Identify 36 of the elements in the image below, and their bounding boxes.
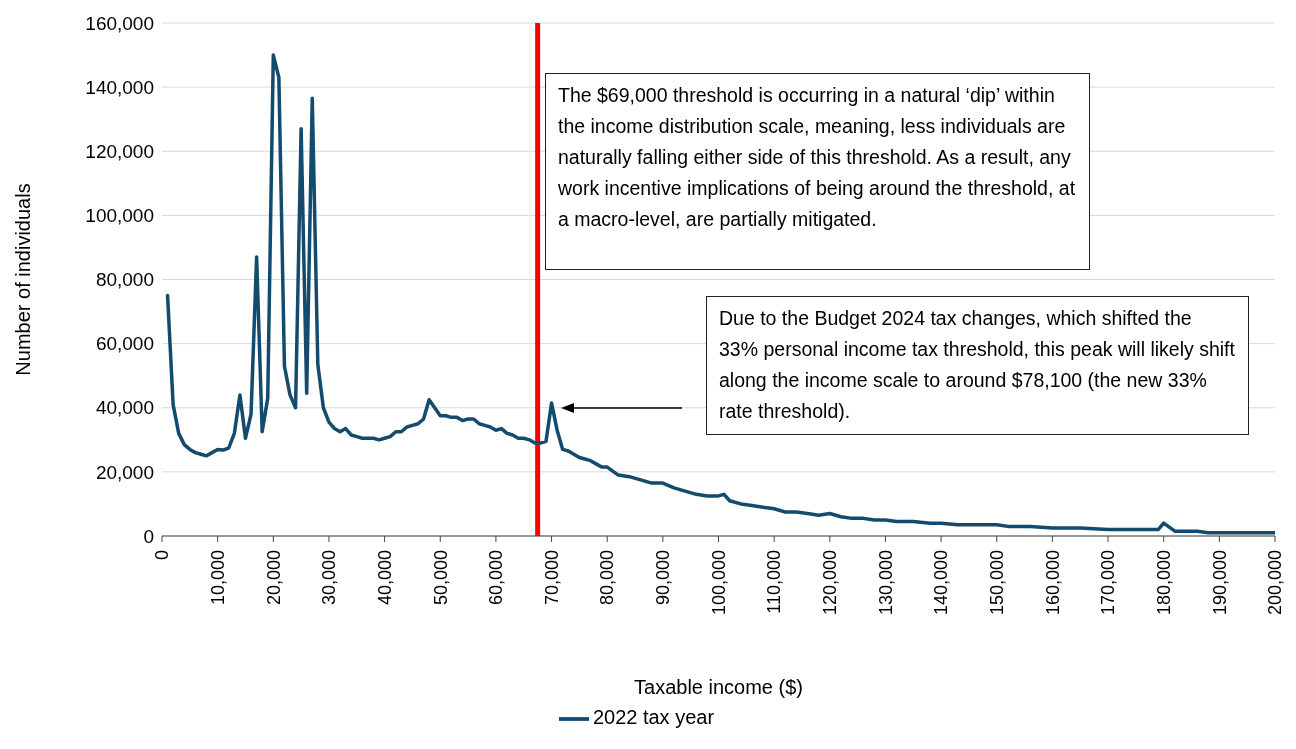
x-tick-label: 170,000 [1098, 550, 1119, 616]
line-series [165, 53, 1275, 535]
x-tick-label: 90,000 [653, 550, 674, 606]
x-tick-label: 60,000 [486, 550, 507, 606]
x-tick-label: 130,000 [875, 550, 896, 616]
x-tick-label: 110,000 [764, 550, 785, 614]
y-tick-label: 140,000 [85, 76, 154, 98]
x-tick-label: 30,000 [319, 550, 340, 606]
x-tick-label: 20,000 [263, 550, 284, 606]
legend-label: 2022 tax year [592, 706, 715, 729]
y-tick-label: 60,000 [95, 333, 154, 355]
y-tick-label: 100,000 [85, 205, 154, 227]
x-tick-label: 50,000 [430, 550, 451, 606]
y-axis-title: Number of individuals [12, 183, 35, 376]
x-tick-label: 120,000 [820, 550, 841, 616]
y-tick-label: 0 [143, 525, 154, 547]
callout-box: Due to the Budget 2024 tax changes, which shifted the 33% personal income tax threshold, this peak will likely shift along the income scale to around $78,100 (the new 33% rate threshold). [706, 296, 1249, 435]
x-tick-label: 100,000 [708, 550, 729, 616]
x-tick-label: 150,000 [987, 550, 1008, 616]
x-tick-label: 140,000 [931, 550, 952, 616]
y-tick-label: 160,000 [85, 12, 154, 34]
x-axis-title: Taxable income ($) [634, 676, 803, 698]
x-tick-label: 10,000 [207, 550, 228, 606]
x-tick-label: 80,000 [597, 550, 618, 606]
callout-box: The $69,000 threshold is occurring in a natural ‘dip’ within the income distribution scale, meaning, less individuals are naturally falling either side of this threshold. As a result, any work incentive implications of being around the threshold, at a macro-level, are partially mitigated. [545, 73, 1090, 270]
x-tick-label: 40,000 [374, 550, 395, 606]
y-tick-label: 20,000 [95, 461, 154, 483]
x-tick-label: 200,000 [1265, 550, 1286, 616]
x-tick-label: 70,000 [541, 550, 562, 606]
y-tick-label: 80,000 [95, 269, 154, 291]
x-tick-label: 190,000 [1209, 550, 1230, 616]
x-tick-label: 180,000 [1154, 550, 1174, 616]
y-tick-label: 120,000 [85, 140, 154, 162]
x-tick-label: 0 [152, 550, 173, 561]
y-tick-label: 40,000 [95, 397, 154, 419]
x-tick-label: 160,000 [1042, 550, 1063, 616]
